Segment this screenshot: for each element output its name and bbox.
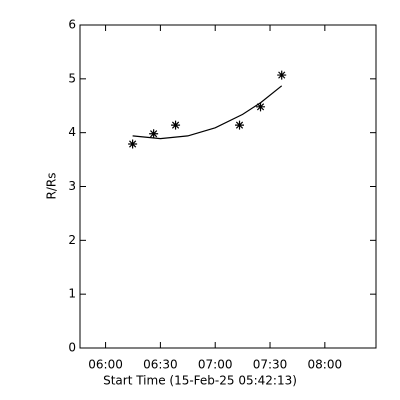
x-tick-label: 08:00 bbox=[308, 358, 343, 372]
x-tick-label: 06:30 bbox=[143, 358, 178, 372]
data-point bbox=[149, 129, 159, 139]
plot-frame bbox=[79, 24, 377, 349]
y-axis-label: R/Rs bbox=[45, 173, 59, 200]
y-tick-label: 0 bbox=[68, 341, 76, 355]
y-tick-label: 1 bbox=[68, 287, 76, 301]
fit-line bbox=[132, 85, 283, 140]
y-tick-label: 4 bbox=[68, 125, 76, 139]
y-tick-label: 3 bbox=[68, 179, 76, 193]
data-point bbox=[277, 70, 287, 80]
data-point bbox=[256, 102, 266, 112]
x-tick-label: 06:00 bbox=[88, 358, 123, 372]
y-tick-label: 2 bbox=[68, 233, 76, 247]
x-axis-label: Start Time (15-Feb-25 05:42:13) bbox=[103, 374, 297, 388]
data-point bbox=[128, 139, 138, 149]
data-point bbox=[235, 120, 245, 130]
x-tick-label: 07:00 bbox=[198, 358, 233, 372]
x-tick-label: 07:30 bbox=[253, 358, 288, 372]
y-tick-label: 5 bbox=[68, 71, 76, 85]
data-point bbox=[171, 120, 181, 130]
y-tick-label: 6 bbox=[68, 18, 76, 32]
